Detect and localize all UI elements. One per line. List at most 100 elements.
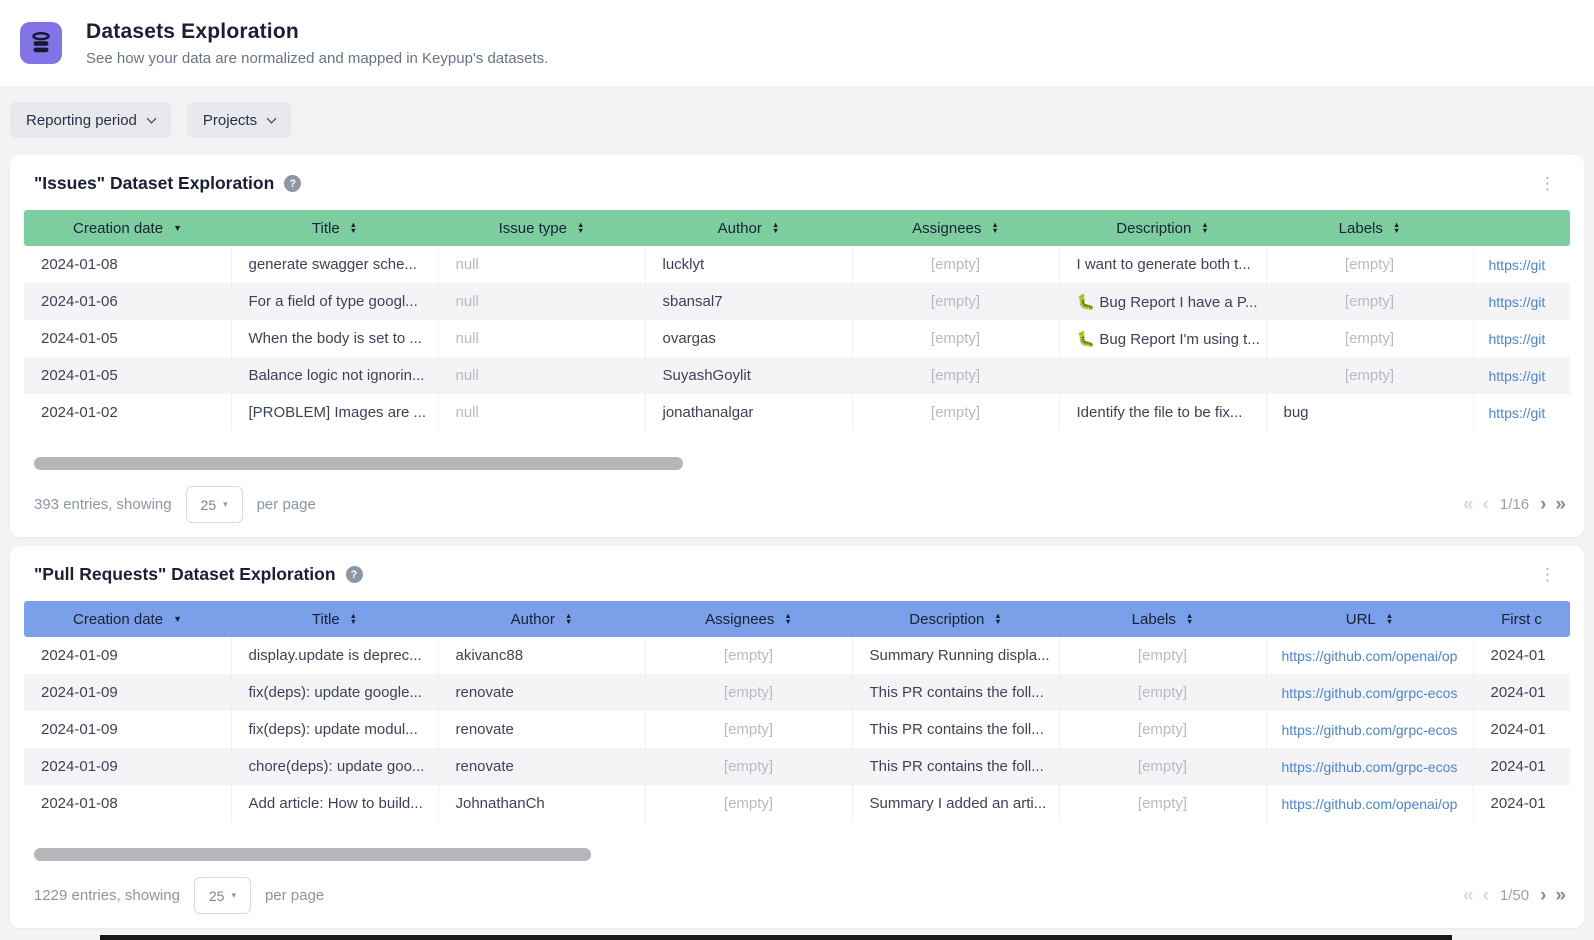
cell: 2024-01	[1490, 721, 1546, 738]
page-size-select[interactable]: 25 ▾	[185, 486, 243, 523]
cell: 2024-01	[1490, 647, 1546, 664]
cell: [empty]	[1266, 357, 1474, 394]
horizontal-scrollbar[interactable]	[34, 457, 683, 470]
entries-count: 393 entries, showing	[34, 496, 172, 513]
table-row[interactable]: 2024-01-09 display.update is deprec... aki…	[24, 637, 1570, 674]
cell: [empty]	[1266, 283, 1474, 320]
column-header-labels[interactable]: Labels ▲ ▼	[1266, 210, 1473, 246]
first-page-button[interactable]: «	[1462, 885, 1474, 906]
url-cell[interactable]: https://github.com/grpc-ecos	[1266, 711, 1474, 748]
reporting-period-filter[interactable]: Reporting period	[10, 102, 171, 138]
column-label: Creation date	[73, 610, 164, 628]
first-page-button[interactable]: «	[1462, 494, 1474, 515]
column-header-author[interactable]: Author ▲ ▼	[438, 601, 645, 637]
cell: This PR contains the foll...	[852, 711, 1060, 748]
cell: Summary I added an arti...	[852, 785, 1060, 822]
cell: [empty]	[852, 246, 1060, 283]
caret-down-icon: ▾	[231, 890, 236, 900]
horizontal-scrollbar[interactable]	[34, 848, 591, 861]
url-cell[interactable]: https://git	[1488, 256, 1546, 273]
cell: akivanc88	[438, 637, 646, 674]
cell: chore(deps): update goo...	[231, 748, 439, 785]
column-header-creation-date[interactable]: Creation date ▼	[24, 601, 231, 637]
cell: sbansal7	[645, 283, 853, 320]
prev-page-button[interactable]: ‹	[1482, 494, 1489, 515]
kebab-menu-icon[interactable]: ⋮	[1539, 565, 1556, 584]
table-row[interactable]: 2024-01-08 Add article: How to build... Jo…	[24, 785, 1570, 822]
kebab-menu-icon[interactable]: ⋮	[1539, 174, 1556, 193]
table-row[interactable]: 2024-01-09 fix(deps): update google... ren…	[24, 674, 1570, 711]
column-header-creation-date[interactable]: Creation date ▼	[24, 210, 231, 246]
cell: [empty]	[1059, 711, 1267, 748]
column-header-url[interactable]: URL ▲ ▼	[1266, 601, 1473, 637]
pagination: « ‹ 1/16 › »	[1463, 495, 1566, 514]
column-header-title[interactable]: Title ▲ ▼	[231, 601, 438, 637]
help-icon[interactable]: ?	[345, 566, 363, 583]
column-header-labels[interactable]: Labels ▲ ▼	[1059, 601, 1266, 637]
page-indicator: 1/16	[1499, 496, 1530, 513]
column-header-author[interactable]: Author ▲ ▼	[645, 210, 852, 246]
sort-icon: ▲ ▼	[576, 220, 585, 235]
cell: jonathanalgar	[645, 394, 853, 431]
cell: 2024-01	[1490, 795, 1546, 812]
help-icon[interactable]: ?	[284, 175, 302, 192]
next-page-button[interactable]: ›	[1540, 494, 1547, 515]
per-page-label: per page	[264, 887, 325, 904]
url-cell[interactable]: https://github.com/grpc-ecos	[1266, 748, 1474, 785]
cell: [empty]	[852, 394, 1060, 431]
cell: 2024-01-08	[24, 246, 232, 283]
table-row[interactable]: 2024-01-05 When the body is set to ... nul…	[24, 320, 1570, 357]
cell: [empty]	[645, 748, 853, 785]
column-label: Creation date	[73, 219, 164, 237]
page-size-value: 25	[200, 496, 217, 513]
table-row[interactable]: 2024-01-09 chore(deps): update goo... reno…	[24, 748, 1570, 785]
filter-bar: Reporting period Projects	[0, 86, 1594, 138]
cell: [PROBLEM] Images are ...	[231, 394, 439, 431]
column-header-assignees[interactable]: Assignees ▲ ▼	[852, 210, 1059, 246]
table-row[interactable]: 2024-01-06 For a field of type googl... nu…	[24, 283, 1570, 320]
last-page-button[interactable]: »	[1555, 494, 1566, 515]
cell: When the body is set to ...	[231, 320, 439, 357]
chevron-down-icon	[146, 113, 157, 124]
url-cell[interactable]: https://github.com/openai/op	[1266, 637, 1474, 674]
table-row[interactable]: 2024-01-02 [PROBLEM] Images are ... null jo…	[24, 394, 1570, 431]
page-subtitle: See how your data are normalized and map…	[86, 49, 549, 67]
cell: Summary Running displa...	[852, 637, 1060, 674]
page-indicator: 1/50	[1499, 887, 1530, 904]
table-row[interactable]: 2024-01-08 generate swagger sche... null lu…	[24, 246, 1570, 283]
cell: bug	[1266, 394, 1474, 431]
column-label: Assignees	[705, 610, 775, 628]
page-size-select[interactable]: 25 ▾	[193, 877, 251, 914]
cell	[1059, 357, 1267, 394]
sort-icon: ▲ ▼	[349, 220, 358, 235]
column-header-description[interactable]: Description ▲ ▼	[852, 601, 1059, 637]
cell: Balance logic not ignorin...	[231, 357, 439, 394]
column-header-issue-type[interactable]: Issue type ▲ ▼	[438, 210, 645, 246]
entries-count: 1229 entries, showing	[34, 887, 180, 904]
cell: For a field of type googl...	[231, 283, 439, 320]
projects-filter[interactable]: Projects	[186, 102, 292, 138]
table-row[interactable]: 2024-01-05 Balance logic not ignorin... nu…	[24, 357, 1570, 394]
url-cell[interactable]: https://git	[1488, 404, 1546, 421]
prev-page-button[interactable]: ‹	[1482, 885, 1489, 906]
last-page-button[interactable]: »	[1555, 885, 1566, 906]
cell: generate swagger sche...	[231, 246, 439, 283]
caret-down-icon: ▾	[223, 499, 228, 509]
next-page-button[interactable]: ›	[1540, 885, 1547, 906]
url-cell[interactable]: https://git	[1488, 293, 1546, 310]
url-cell[interactable]: https://git	[1488, 330, 1546, 347]
cell: fix(deps): update modul...	[231, 711, 439, 748]
url-cell[interactable]: https://github.com/openai/op	[1266, 785, 1474, 822]
cell: renovate	[438, 748, 646, 785]
url-cell[interactable]: https://github.com/grpc-ecos	[1266, 674, 1474, 711]
column-header-title[interactable]: Title ▲ ▼	[231, 210, 438, 246]
cell: I want to generate both t...	[1059, 246, 1267, 283]
url-cell[interactable]: https://git	[1488, 367, 1546, 384]
cell: null	[438, 320, 646, 357]
pagination: « ‹ 1/50 › »	[1463, 886, 1566, 905]
column-header-description[interactable]: Description ▲ ▼	[1059, 210, 1266, 246]
sort-icon: ▲ ▼	[784, 611, 792, 626]
table-row[interactable]: 2024-01-09 fix(deps): update modul... reno…	[24, 711, 1570, 748]
column-header-assignees[interactable]: Assignees ▲ ▼	[645, 601, 852, 637]
sort-icon: ▲ ▼	[994, 611, 1002, 626]
